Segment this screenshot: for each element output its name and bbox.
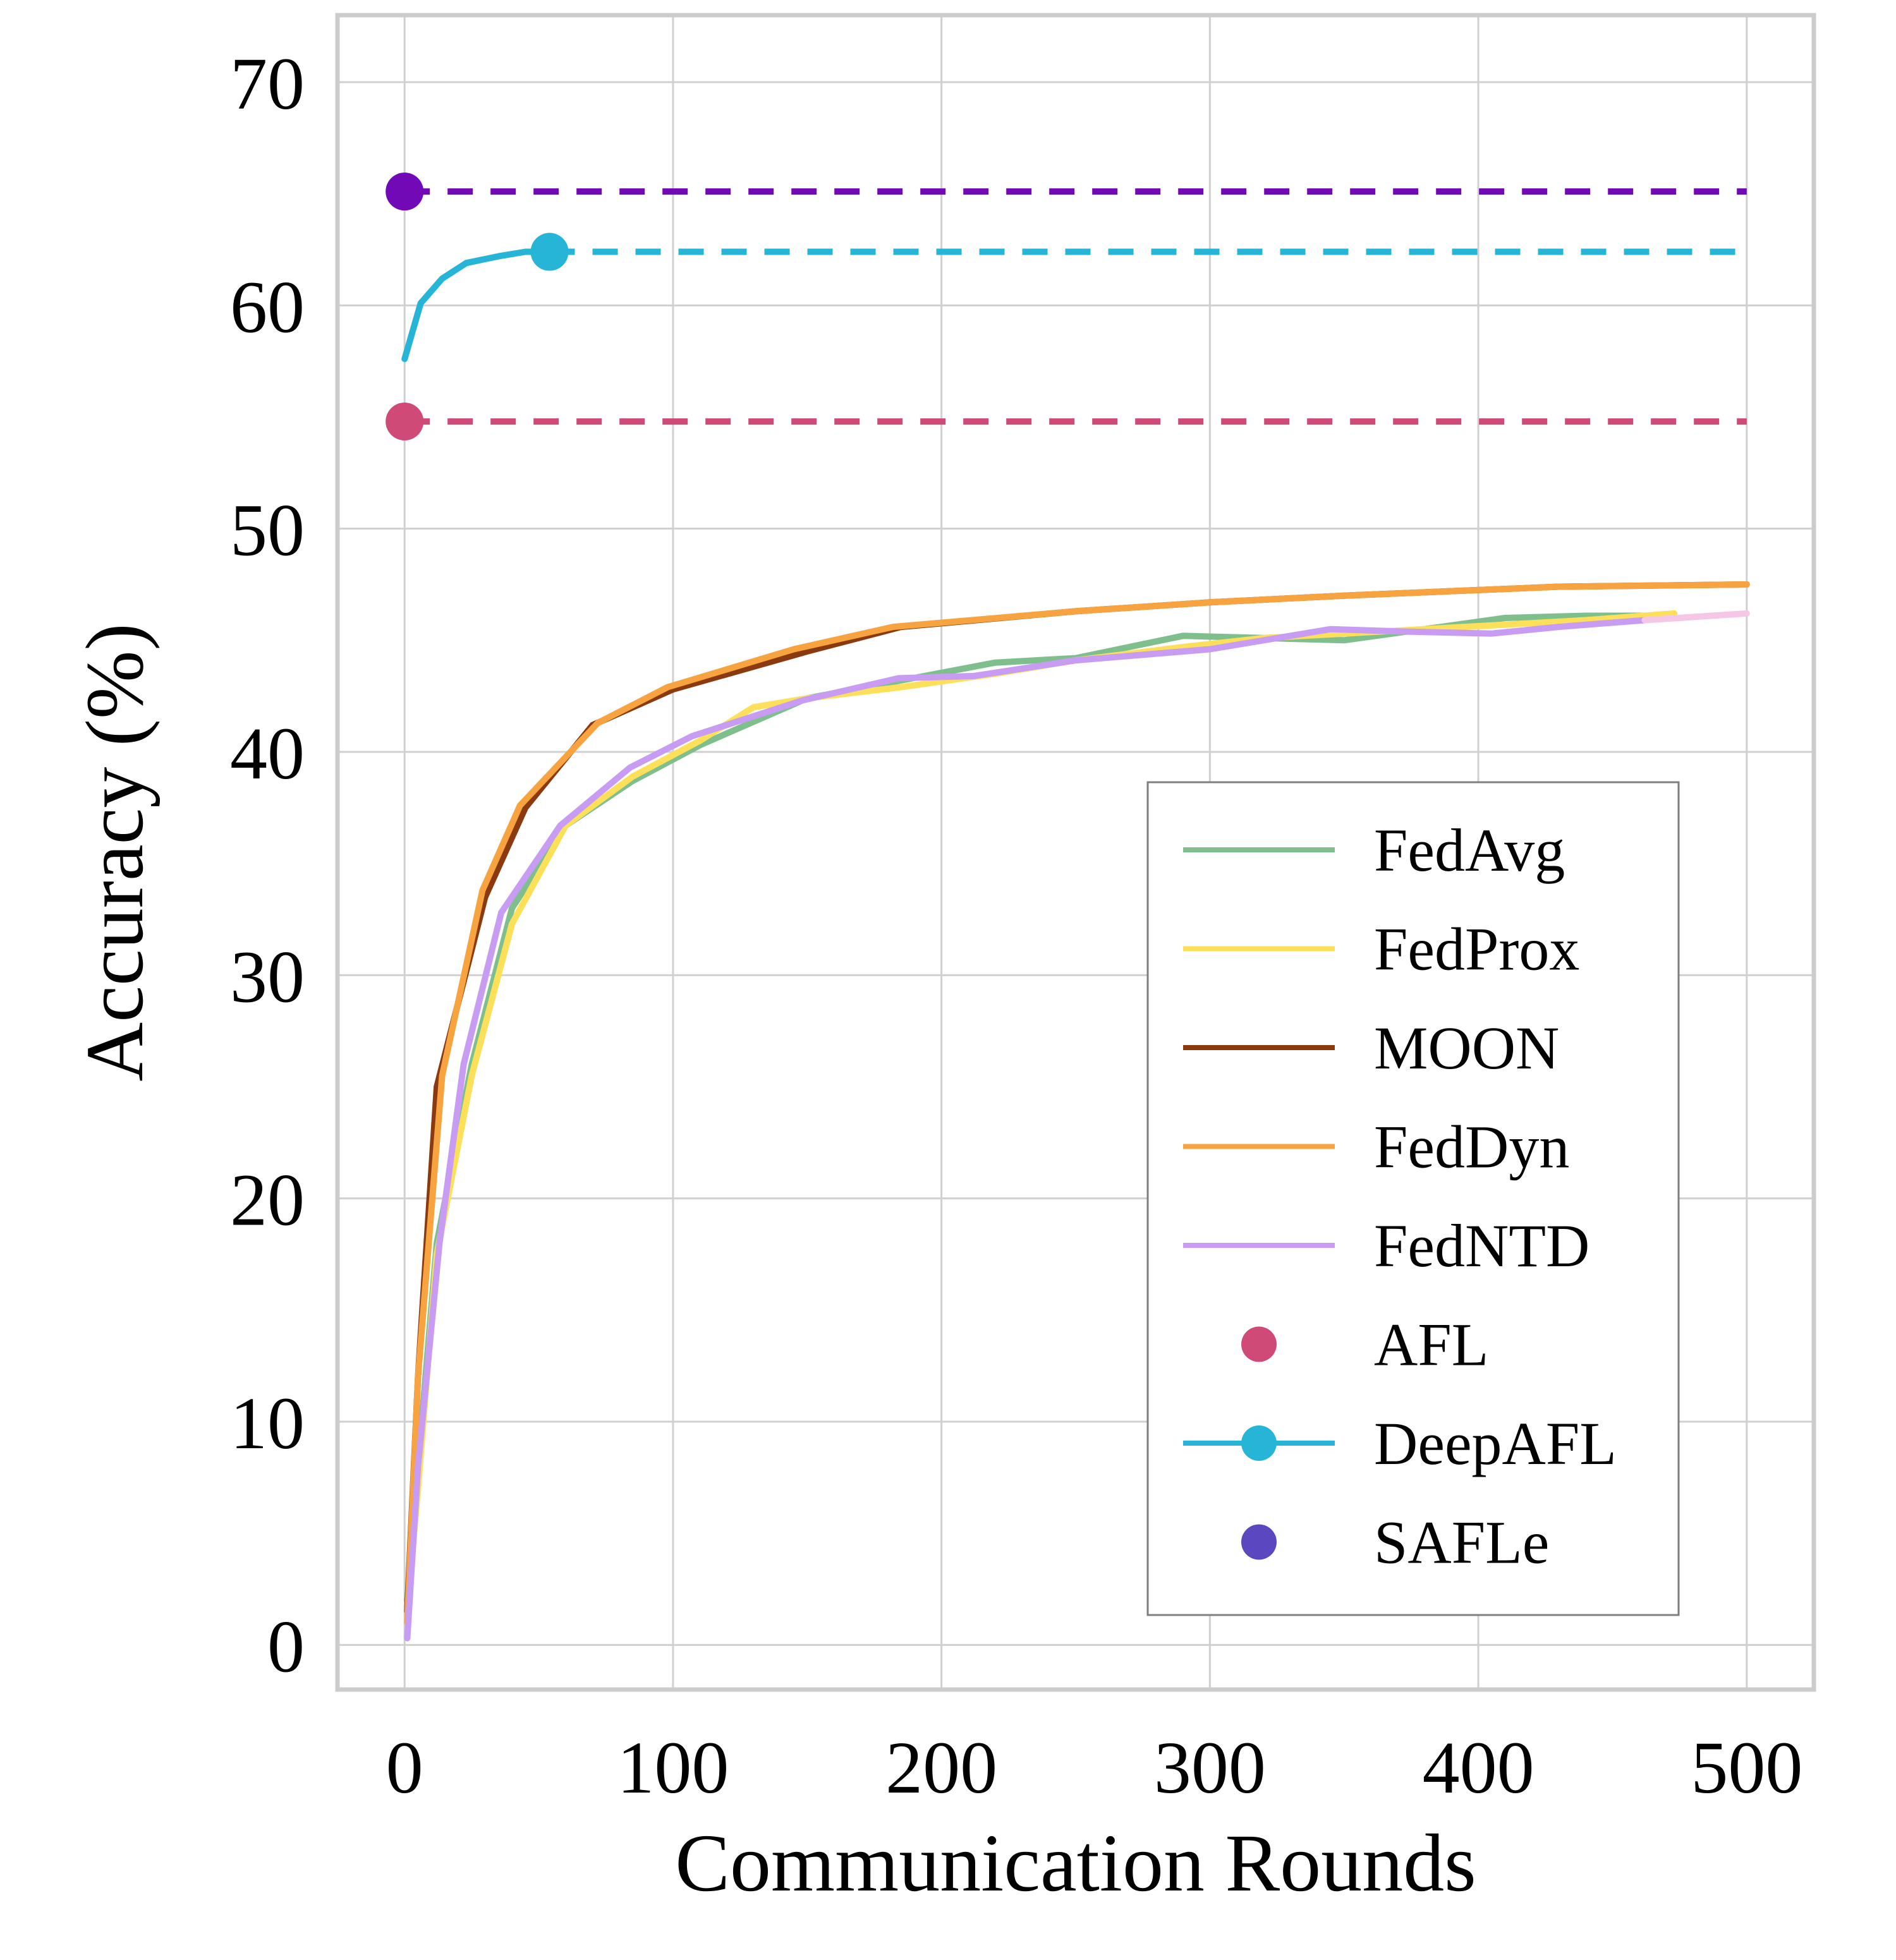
series-line-feddyn xyxy=(404,581,1750,1626)
series-line-fedntd-extension xyxy=(1641,610,1750,624)
series-line-fedntd xyxy=(404,617,1648,1642)
x-tick-label-200: 200 xyxy=(885,1726,997,1809)
series-line-deepafl xyxy=(401,248,553,363)
legend-marker-safle xyxy=(1241,1524,1277,1560)
legend-label-fedavg: FedAvg xyxy=(1374,816,1565,884)
y-tick-label-10: 10 xyxy=(230,1382,305,1465)
tick-layer: 0 100 200 300 400 500 0 10 20 30 40 50 60 70 xyxy=(230,42,1802,1809)
series-marker-afl xyxy=(386,402,424,441)
y-tick-label-50: 50 xyxy=(230,489,305,572)
x-tick-label-300: 300 xyxy=(1154,1726,1266,1809)
y-tick-label-70: 70 xyxy=(230,42,305,125)
y-tick-label-20: 20 xyxy=(230,1159,305,1242)
legend-marker-deepafl xyxy=(1241,1425,1277,1461)
x-tick-label-100: 100 xyxy=(617,1726,729,1809)
legend-marker-afl xyxy=(1241,1326,1277,1362)
y-tick-label-60: 60 xyxy=(230,265,305,348)
series-layer xyxy=(386,172,1750,1642)
y-tick-label-40: 40 xyxy=(230,712,305,795)
legend-label-moon: MOON xyxy=(1374,1014,1559,1082)
plot-frame xyxy=(335,13,1816,1692)
legend-label-deepafl: DeepAFL xyxy=(1374,1410,1617,1477)
series-marker-deepafl xyxy=(530,233,569,271)
legend-label-safle: SAFLe xyxy=(1374,1509,1549,1576)
legend-label-feddyn: FedDyn xyxy=(1374,1113,1569,1181)
legend-label-afl: AFL xyxy=(1374,1311,1488,1379)
x-tick-label-0: 0 xyxy=(386,1726,423,1809)
x-tick-label-400: 400 xyxy=(1423,1726,1534,1809)
y-axis-title: Accuracy (%) xyxy=(70,623,161,1081)
x-axis-title: Communication Rounds xyxy=(675,1818,1476,1909)
legend-label-fedprox: FedProx xyxy=(1374,916,1579,983)
x-tick-label-500: 500 xyxy=(1691,1726,1802,1809)
y-tick-label-0: 0 xyxy=(267,1605,305,1688)
y-tick-label-30: 30 xyxy=(230,935,305,1018)
legend-box xyxy=(1146,781,1680,1616)
series-marker-safle xyxy=(386,172,424,211)
legend-label-fedntd: FedNTD xyxy=(1374,1212,1589,1279)
legend: FedAvg FedProx MOON FedDyn FedNTD AFL DeepAFL S… xyxy=(1146,781,1680,1616)
